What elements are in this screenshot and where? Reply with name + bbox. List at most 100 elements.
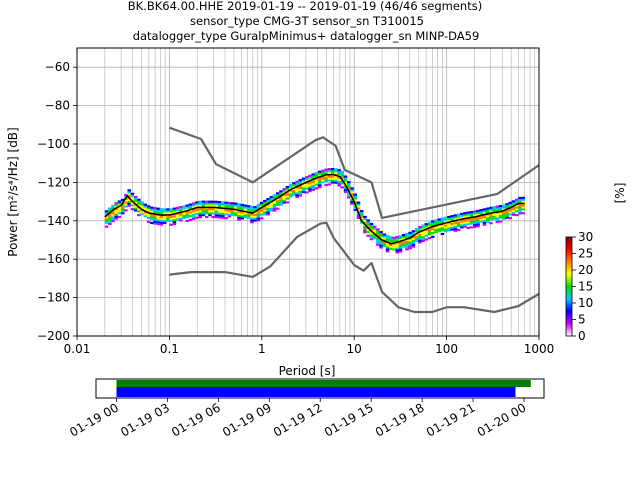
psd-cell — [217, 210, 222, 213]
psd-cell — [243, 212, 248, 215]
psd-cell — [282, 195, 286, 198]
psd-cell — [285, 193, 290, 196]
psd-cell — [185, 204, 190, 207]
psd-cell — [143, 207, 148, 210]
psd-cell — [453, 222, 458, 225]
psd-cell — [324, 168, 328, 171]
psd-cell — [214, 200, 219, 203]
psd-cell — [156, 223, 161, 226]
psd-cell — [376, 237, 380, 241]
psd-cell — [408, 235, 412, 238]
psd-cell — [376, 228, 380, 231]
psd-cell — [408, 239, 412, 242]
psd-cell — [208, 208, 212, 211]
psd-cell — [369, 226, 374, 229]
psd-cell — [414, 230, 419, 233]
psd-cell — [511, 213, 516, 216]
psd-cell — [133, 199, 138, 202]
psd-cell — [288, 187, 293, 190]
psd-cell — [159, 223, 164, 226]
psd-cell — [514, 213, 519, 217]
psd-cell — [505, 205, 509, 208]
psd-cell — [317, 184, 322, 187]
psd-cell — [456, 213, 461, 216]
psd-cell — [450, 215, 454, 218]
psd-cell — [437, 220, 442, 223]
psd-cell — [256, 217, 261, 220]
psd-cell — [143, 215, 148, 218]
psd-cell — [275, 203, 280, 206]
psd-cell — [330, 181, 335, 184]
psd-cell — [359, 217, 364, 220]
psd-cell — [372, 231, 377, 234]
psd-cell — [140, 205, 144, 208]
psd-cell — [450, 228, 454, 231]
psd-cell — [172, 220, 177, 224]
psd-cell — [447, 215, 451, 218]
psd-cell — [198, 210, 203, 213]
psd-cell — [453, 218, 458, 221]
psd-cell — [431, 229, 435, 233]
psd-cell — [353, 199, 358, 202]
psd-cell — [385, 242, 390, 245]
psd-cell — [463, 215, 467, 219]
psd-cell — [421, 232, 425, 235]
psd-cell — [321, 173, 325, 176]
psd-cell — [117, 202, 122, 205]
psd-cell — [518, 196, 522, 200]
psd-cell — [298, 179, 303, 182]
psd-cell — [443, 216, 448, 219]
psd-cell — [343, 190, 348, 194]
psd-cell — [104, 225, 109, 228]
psd-cell — [175, 218, 180, 221]
psd-cell — [369, 234, 374, 237]
psd-cell — [463, 214, 467, 217]
psd-cell — [492, 213, 496, 216]
psd-cell — [466, 211, 471, 214]
psd-cell — [204, 202, 209, 205]
psd-cell — [460, 212, 464, 215]
psd-cell — [476, 217, 480, 220]
psd-cell — [292, 182, 296, 185]
psd-cell — [440, 219, 445, 222]
psd-cell — [156, 211, 161, 214]
psd-cell — [224, 217, 228, 220]
psd-cell — [340, 176, 345, 179]
psd-cell — [521, 206, 525, 209]
psd-cell — [398, 236, 403, 240]
psd-cell — [427, 221, 432, 224]
psd-cell — [447, 223, 451, 226]
psd-cell — [263, 211, 267, 214]
timeline-tick-label: 01-19 09 — [220, 400, 274, 439]
psd-cell — [159, 221, 164, 224]
psd-cell — [343, 177, 348, 180]
psd-cell — [479, 216, 483, 219]
psd-cell — [398, 246, 403, 249]
psd-cell — [288, 193, 293, 196]
psd-cell — [217, 202, 222, 206]
psd-cell — [382, 233, 387, 236]
psd-cell — [473, 218, 477, 221]
psd-cell — [427, 225, 432, 228]
psd-cell — [347, 184, 351, 188]
psd-cell — [437, 228, 442, 231]
psd-cell — [421, 226, 425, 229]
psd-cell — [460, 226, 464, 229]
psd-cell — [401, 245, 406, 248]
psd-cell — [114, 215, 119, 218]
psd-cell — [418, 227, 422, 231]
psd-cell — [256, 205, 261, 209]
psd-cell — [114, 206, 119, 209]
psd-cell — [224, 201, 228, 204]
psd-cell — [253, 207, 257, 211]
psd-cell — [185, 216, 190, 219]
psd-cell — [401, 241, 406, 244]
psd-cell — [305, 185, 309, 188]
psd-cell — [453, 223, 458, 227]
psd-cell — [295, 184, 299, 187]
psd-cell — [485, 219, 490, 222]
psd-cell — [372, 229, 377, 232]
psd-cell — [408, 245, 412, 248]
psd-cell — [389, 238, 393, 241]
psd-cell — [405, 240, 409, 243]
